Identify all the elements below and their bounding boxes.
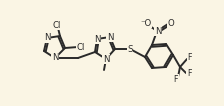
Text: F: F: [187, 70, 191, 79]
Text: N: N: [107, 33, 113, 42]
Text: O: O: [168, 20, 174, 29]
Text: Cl: Cl: [77, 43, 85, 52]
Text: N: N: [44, 33, 50, 43]
Text: F: F: [174, 75, 178, 84]
Text: Cl: Cl: [53, 20, 61, 29]
Text: N: N: [155, 26, 161, 36]
Text: F: F: [188, 54, 192, 63]
Text: N: N: [94, 34, 100, 43]
Text: N: N: [103, 54, 109, 63]
Text: N: N: [52, 54, 58, 63]
Text: S: S: [127, 45, 133, 54]
Text: ⁻O: ⁻O: [140, 19, 152, 27]
